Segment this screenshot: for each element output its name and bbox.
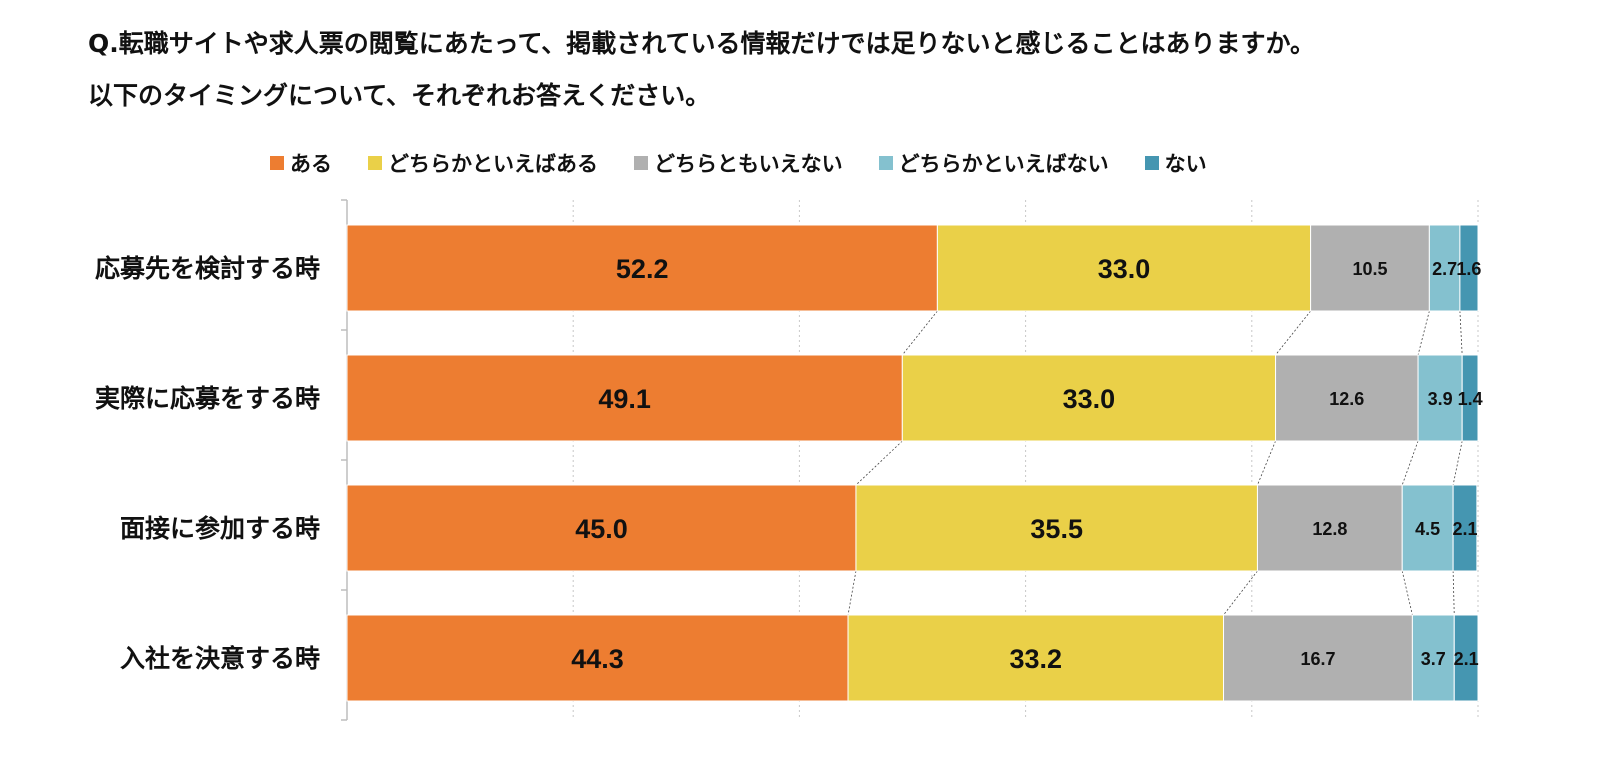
data-label: 3.7 [1421, 649, 1446, 669]
category-label: 面接に参加する時 [120, 514, 320, 543]
bar-segment [1459, 224, 1479, 312]
legend-label-aru: ある [290, 152, 332, 176]
legend-swatch-dochiratomo [634, 156, 648, 170]
bar-segment [1417, 354, 1463, 442]
data-label: 35.5 [1030, 514, 1083, 544]
bar-segment [346, 224, 938, 312]
bar-segment [1256, 484, 1403, 572]
series-connector-line [1417, 310, 1430, 356]
data-label: 3.9 [1428, 389, 1453, 409]
data-label: 49.1 [598, 384, 651, 414]
legend-label-dochiraka-aru: どちらかといえばある [388, 152, 598, 176]
series-connector-line [1257, 440, 1276, 486]
question-line-1: Q.転職サイトや求人票の閲覧にあたって、掲載されている情報だけでは足りないと感じ… [88, 29, 1316, 58]
data-label: 12.6 [1329, 389, 1364, 409]
series-connector-line [1223, 570, 1258, 616]
category-label: 実際に応募をする時 [95, 384, 320, 413]
data-label: 44.3 [571, 644, 624, 674]
data-label: 10.5 [1352, 259, 1387, 279]
bar-segment [346, 354, 903, 442]
bar-segment [1461, 354, 1479, 442]
data-label: 16.7 [1300, 649, 1335, 669]
bar-segment [901, 354, 1277, 442]
data-label: 4.5 [1415, 519, 1440, 539]
legend-item-dochiraka-nai: どちらかといえばない [878, 148, 1109, 178]
bar-segment [1452, 484, 1478, 572]
bar-segment [847, 614, 1225, 702]
bar-segment [1428, 224, 1461, 312]
legend-swatch-nai [1144, 156, 1159, 170]
data-label: 2.1 [1454, 649, 1479, 669]
question-text: Q.転職サイトや求人票の閲覧にあたって、掲載されている情報だけでは足りないと感じ… [88, 18, 1315, 122]
bar-segment [1401, 484, 1454, 572]
bar-segment [1411, 614, 1455, 702]
legend-swatch-dochiraka-nai [878, 156, 893, 170]
category-label: 入社を決意する時 [120, 644, 320, 673]
bar-segment [1275, 354, 1419, 442]
bar-segment [346, 484, 857, 572]
series-connector-line [902, 310, 938, 356]
legend-swatch-aru [270, 156, 284, 170]
legend-item-dochiratomo: どちらともいえない [634, 148, 843, 178]
legend-item-nai: ない [1144, 148, 1207, 178]
data-label: 33.0 [1063, 384, 1116, 414]
category-label: 応募先を検討する時 [95, 254, 320, 283]
legend-label-dochiratomo: どちらともいえない [654, 152, 843, 176]
series-connector-line [847, 570, 857, 616]
question-line-2: 以下のタイミングについて、それぞれお答えください。 [88, 81, 711, 110]
series-connector-line [855, 440, 903, 486]
data-label: 1.6 [1456, 259, 1481, 279]
legend-swatch-dochiraka-aru [368, 156, 382, 170]
legend-item-aru: ある [270, 148, 332, 178]
data-label: 33.2 [1009, 644, 1062, 674]
series-connector-line [1401, 440, 1419, 486]
data-label: 1.4 [1458, 389, 1483, 409]
data-label: 45.0 [575, 514, 628, 544]
bar-segment [936, 224, 1312, 312]
data-label: 12.8 [1312, 519, 1347, 539]
legend-item-dochiraka-aru: どちらかといえばある [368, 148, 598, 178]
data-label: 33.0 [1098, 254, 1151, 284]
series-connector-line [1459, 310, 1463, 356]
legend-label-nai: ない [1164, 152, 1207, 176]
data-label: 2.7 [1432, 259, 1457, 279]
chart-legend: ある どちらかといえばある どちらともいえない どちらかといえばない ない [270, 148, 1207, 178]
bar-segment [855, 484, 1258, 572]
series-connector-line [1452, 570, 1455, 616]
series-connector-line [1452, 440, 1463, 486]
series-connector-line [1275, 310, 1311, 356]
bar-segment [1453, 614, 1479, 702]
data-label: 2.1 [1452, 519, 1477, 539]
legend-label-dochiraka-nai: どちらかといえばない [898, 152, 1109, 176]
data-label: 52.2 [616, 254, 669, 284]
series-connector-line [1401, 570, 1413, 616]
bar-segment [1310, 224, 1430, 312]
